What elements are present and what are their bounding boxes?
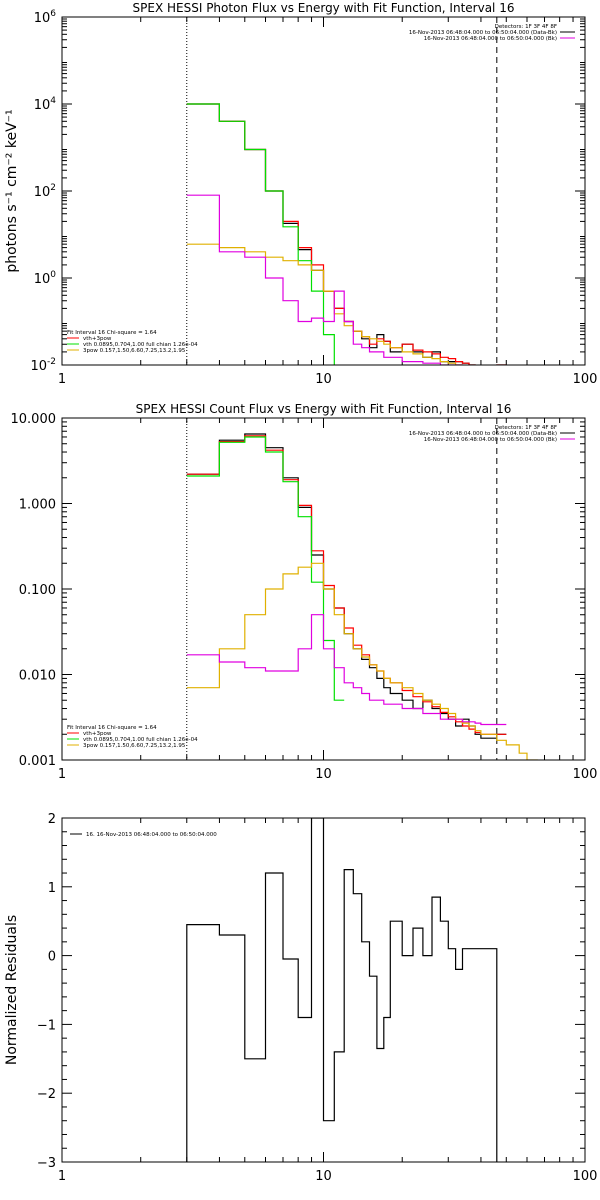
legend-bottom-left-item: Fit Interval 16 Chi-square = 1.64 [67, 330, 157, 336]
y-tick-label: 100 [34, 270, 57, 287]
y-tick-label: 104 [34, 96, 57, 113]
series-data-bk [186, 433, 507, 739]
y-tick-label: 1 [48, 881, 56, 896]
legend-top-left-item: 16. 16-Nov-2013 06:48:04.000 to 06:50:04… [86, 832, 217, 838]
y-tick-exponent: 4 [50, 96, 56, 106]
x-tick-label: 100 [573, 767, 598, 782]
y-tick-label: 0 [48, 950, 56, 965]
plot-area [186, 433, 538, 760]
plot-area [186, 103, 507, 365]
chart-title: SPEX HESSI Photon Flux vs Energy with Fi… [133, 1, 515, 15]
legend-bottom-left-item: vth 0.0895,0.704,1.00 full chian 1.26e-0… [83, 737, 198, 743]
y-tick-label: 10.000 [11, 412, 57, 427]
y-axis-label: Normalized Residuals [4, 915, 20, 1065]
series-data-bk [186, 103, 507, 365]
y-tick-exponent: -2 [47, 357, 56, 367]
series-bk [186, 614, 507, 726]
y-tick-base: 10 [34, 11, 51, 26]
legend-top-right-item: 16-Nov-2013 06:48:04.000 to 06:50:04.000… [409, 30, 557, 36]
x-tick-label: 1 [58, 767, 66, 782]
y-axis-label: photons s⁻¹ cm⁻² keV⁻¹ [4, 109, 20, 272]
chart-panel-3: Normalized Residuals 1 10 100 −3 −2 −1 0 1 2 16. 1… [4, 812, 597, 1184]
y-tick-label: 102 [34, 183, 56, 200]
series-vth [186, 103, 335, 365]
series-3pow [186, 562, 538, 760]
plot-frame [61, 417, 586, 761]
series-vth-3pow [186, 103, 507, 365]
legend-top-right-item: Detectors: 1F 3F 4F 8F [495, 425, 557, 431]
legend-bottom-left-item: Fit Interval 16 Chi-square = 1.64 [67, 725, 157, 731]
series-3pow [186, 243, 464, 365]
x-tick-label: 100 [573, 1169, 598, 1184]
y-tick-label: 106 [34, 9, 57, 26]
legend-bottom-left-item: 3pow 0.157,1.50,6.60,7.25,13.2,1.95 [83, 743, 186, 749]
x-tick-label: 10 [315, 767, 332, 782]
series-residuals [186, 818, 498, 1162]
y-tick-label: 0.010 [19, 669, 56, 684]
y-tick-exponent: 0 [50, 270, 56, 280]
legend-top-right-item: Detectors: 1F 3F 4F 8F [495, 24, 557, 30]
y-tick-base: 10 [34, 272, 51, 287]
legend-bottom-left-item: 3pow 0.157,1.50,6.60,7.25,13.2,1.95 [83, 348, 186, 354]
y-tick-label: 1.000 [19, 498, 56, 513]
series-vth-3pow [186, 435, 507, 735]
x-tick-label: 10 [315, 372, 332, 387]
y-tick-base: 10 [34, 98, 51, 113]
y-tick-exponent: 6 [50, 9, 56, 19]
y-tick-label: 10-2 [30, 357, 56, 374]
y-tick-label: −3 [37, 1156, 56, 1171]
y-tick-exponent: 2 [50, 183, 56, 193]
chart-title: SPEX HESSI Count Flux vs Energy with Fit… [136, 402, 512, 416]
legend-top-right-item: 16-Nov-2013 06:48:04.000 to 06:50:04.000… [409, 431, 557, 437]
legend-bottom-left-item: vth+3pow [83, 731, 112, 737]
series-bk [186, 194, 464, 365]
y-tick-label: 0.001 [19, 754, 56, 769]
y-tick-base: 10 [34, 185, 51, 200]
chart-panel-1: SPEX HESSI Photon Flux vs Energy with Fi… [4, 1, 597, 387]
plot-area [186, 818, 498, 1162]
x-tick-label: 1 [58, 372, 66, 387]
series-vth [186, 436, 345, 701]
x-tick-label: 10 [315, 1169, 332, 1184]
y-tick-label: −1 [37, 1018, 56, 1033]
legend-bottom-left-item: vth 0.0895,0.704,1.00 full chian 1.26e-0… [83, 342, 198, 348]
chart-panel-2: SPEX HESSI Count Flux vs Energy with Fit… [11, 402, 598, 782]
y-tick-label: 0.100 [19, 583, 56, 598]
legend-top-right-item: 16-Nov-2013 06:48:04.000 to 06:50:04.000… [424, 437, 557, 443]
y-tick-base: 10 [30, 359, 47, 374]
legend-top-right-item: 16-Nov-2013 06:48:04.000 to 06:50:04.000… [424, 36, 557, 42]
plot-frame [61, 817, 586, 1163]
plot-frame [61, 16, 586, 366]
y-tick-label: 2 [48, 812, 56, 827]
y-tick-label: −2 [37, 1087, 56, 1102]
x-tick-label: 100 [573, 372, 598, 387]
x-tick-label: 1 [58, 1169, 66, 1184]
legend-bottom-left-item: vth+3pow [83, 336, 112, 342]
